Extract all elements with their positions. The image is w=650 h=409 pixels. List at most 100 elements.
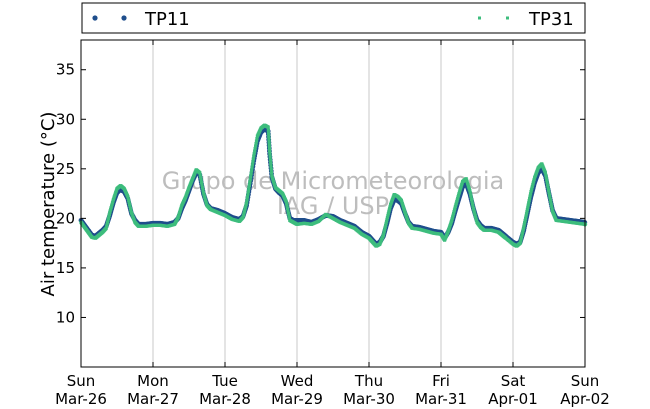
data-point-tp31 (385, 217, 389, 221)
data-point-tp31 (267, 146, 272, 150)
data-point-tp31 (248, 178, 252, 182)
data-point-tp31 (386, 212, 390, 216)
data-point-tp31 (474, 215, 478, 219)
data-point-tp31 (246, 189, 250, 193)
data-point-tp31 (384, 221, 388, 225)
data-point-tp31 (128, 206, 133, 211)
data-point-tp31 (387, 210, 391, 214)
data-point-tp31 (109, 207, 113, 211)
data-point-tp31 (107, 214, 111, 218)
data-point-tp31 (127, 198, 131, 203)
data-point-tp31 (269, 161, 273, 165)
data-point-tp31 (202, 194, 206, 198)
x-tick-label-weekday: Tue (211, 372, 238, 390)
y-tick-label: 20 (56, 209, 75, 227)
data-point-tp31 (529, 188, 534, 192)
data-point-tp31 (245, 200, 249, 205)
data-point-tp31 (547, 191, 551, 195)
data-point-tp31 (104, 226, 108, 230)
x-tick-label-date: Apr-01 (488, 390, 538, 408)
data-point-tp31 (386, 214, 390, 218)
data-point-tp31 (529, 190, 533, 194)
x-tick-label-weekday: Sun (571, 372, 600, 390)
data-point-tp31 (244, 204, 248, 208)
data-point-tp31 (532, 179, 536, 183)
data-point-tp31 (251, 160, 255, 164)
data-point-tp31 (453, 206, 457, 210)
data-point-tp31 (287, 216, 291, 220)
data-point-tp31 (200, 186, 205, 190)
x-tick-label-date: Mar-26 (55, 390, 107, 408)
data-point-tp31 (267, 143, 271, 147)
data-point-tp31 (203, 195, 207, 200)
data-point-tp31 (473, 213, 477, 217)
data-point-tp31 (472, 210, 476, 214)
data-point-tp31 (286, 209, 290, 213)
data-point-tp31 (521, 227, 525, 231)
y-tick-label: 25 (56, 160, 75, 178)
data-point-tp31 (524, 214, 528, 218)
data-point-tp31 (527, 201, 531, 205)
data-point-tp31 (549, 200, 553, 204)
data-point-tp31 (199, 178, 203, 182)
data-point-tp31 (452, 210, 456, 214)
data-point-tp31 (267, 137, 271, 141)
data-point-tp31 (471, 206, 475, 211)
data-point-tp31 (548, 195, 552, 199)
data-point-tp31 (474, 217, 478, 221)
legend-marker-tp31 (478, 16, 481, 20)
data-point-tp31 (470, 202, 475, 206)
data-point-tp31 (128, 204, 132, 209)
watermark-line-1: Grupo de Micrometeorologia (162, 167, 504, 195)
data-point-tp31 (545, 181, 549, 185)
data-point-tp31 (247, 183, 251, 188)
data-point-tp31 (286, 211, 291, 215)
x-tick-label-weekday: Fri (432, 372, 450, 390)
data-point-tp31 (200, 181, 204, 185)
data-point-tp31 (106, 218, 110, 222)
data-point-tp31 (126, 194, 130, 199)
data-point-tp31 (203, 197, 207, 201)
data-point-tp31 (522, 225, 526, 229)
x-tick-label-date: Apr-02 (560, 390, 610, 408)
data-point-tp31 (469, 193, 473, 197)
data-point-tp31 (251, 157, 255, 161)
x-tick-label-date: Mar-29 (271, 390, 323, 408)
x-tick-label-date: Mar-28 (199, 390, 251, 408)
data-point-tp31 (249, 175, 253, 179)
legend-marker-tp31 (506, 16, 509, 20)
data-point-tp31 (455, 200, 459, 204)
data-point-tp31 (201, 188, 205, 192)
data-point-tp31 (383, 225, 387, 229)
data-point-tp31 (521, 229, 525, 233)
data-point-tp31 (242, 212, 246, 216)
data-point-tp31 (204, 200, 208, 204)
data-point-tp31 (268, 149, 272, 153)
data-point-tp31 (246, 192, 250, 196)
data-point-tp31 (468, 191, 472, 195)
data-point-tp31 (268, 155, 272, 159)
data-point-tp31 (110, 201, 115, 205)
data-point-tp31 (267, 134, 271, 138)
data-point-tp31 (268, 158, 273, 162)
data-point-tp31 (528, 194, 532, 198)
legend-frame (81, 2, 586, 34)
data-point-tp31 (548, 198, 552, 202)
data-point-tp31 (250, 166, 254, 170)
legend-label-tp11: TP11 (144, 9, 190, 30)
data-point-tp31 (527, 198, 531, 203)
data-point-tp31 (242, 210, 246, 214)
data-point-tp31 (526, 203, 530, 207)
data-point-tp31 (110, 204, 114, 208)
series-markers (78, 123, 588, 248)
data-point-tp31 (269, 164, 273, 169)
data-point-tp31 (267, 140, 271, 144)
data-point-tp31 (105, 220, 110, 224)
data-point-tp31 (384, 219, 389, 223)
data-point-tp31 (455, 198, 459, 202)
data-point-tp31 (285, 204, 289, 208)
data-point-tp31 (532, 177, 536, 182)
data-point-tp31 (382, 231, 386, 235)
data-point-tp31 (254, 139, 259, 143)
